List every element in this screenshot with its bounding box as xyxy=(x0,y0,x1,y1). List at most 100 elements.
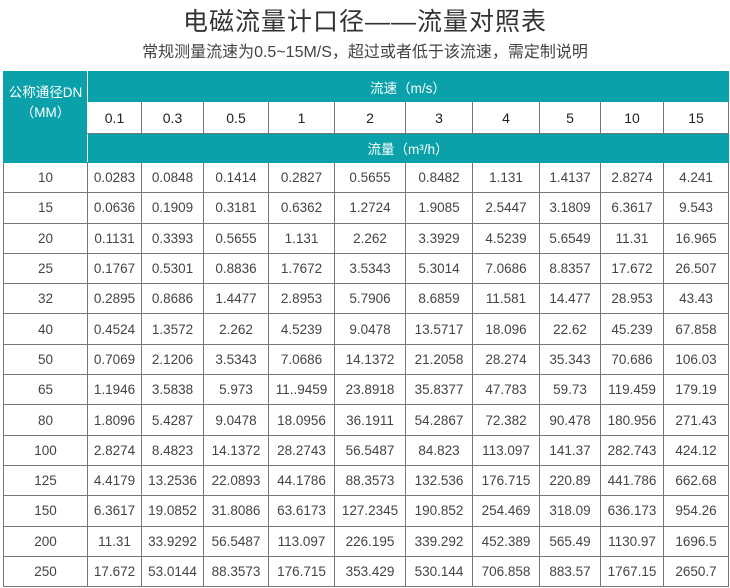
flow-cell: 662.68 xyxy=(662,464,730,497)
flow-cell: 4.4179 xyxy=(87,464,142,497)
flow-cell: 5.6549 xyxy=(539,222,601,254)
flow-cell: 0.0848 xyxy=(141,161,204,194)
flow-cell: 45.239 xyxy=(600,313,664,345)
flow-cell: 84.823 xyxy=(405,434,473,466)
flow-cell: 0.2895 xyxy=(87,283,142,315)
velocity-row: 0.1 0.3 0.5 1 2 3 4 5 10 15 xyxy=(4,101,730,134)
flow-cell: 565.49 xyxy=(539,525,601,557)
flow-cell: 8.8357 xyxy=(539,252,601,285)
flow-cell: 7.0686 xyxy=(268,343,335,376)
flow-cell: 4.241 xyxy=(662,161,730,194)
flow-cell: 11..9459 xyxy=(268,374,335,406)
flow-cell: 282.743 xyxy=(600,434,664,466)
table-row: 200 11.31 33.9292 56.5487 113.097 226.195 339.… xyxy=(3,525,730,557)
flow-cell: 9.0478 xyxy=(334,313,406,345)
flow-cell: 14.1372 xyxy=(334,343,406,376)
flow-cell: 17.672 xyxy=(87,555,142,588)
flow-cell: 176.715 xyxy=(268,555,335,588)
flow-cell: 2.5447 xyxy=(472,192,540,224)
dn-cell: 65 xyxy=(3,374,88,406)
flow-cell: 47.783 xyxy=(472,374,540,406)
dn-cell: 150 xyxy=(3,495,88,527)
flow-cell: 1.8096 xyxy=(87,404,142,436)
flow-cell: 67.858 xyxy=(662,313,730,345)
flow-cell: 106.03 xyxy=(662,343,730,376)
flow-cell: 179.19 xyxy=(662,374,730,406)
flow-cell: 43.43 xyxy=(662,283,730,315)
velocity-cell: 4 xyxy=(472,101,540,134)
flow-cell: 0.8482 xyxy=(405,161,473,194)
flow-cell: 530.144 xyxy=(405,555,473,588)
flow-cell: 14.1372 xyxy=(203,434,269,466)
dn-header: 公称通径DN （MM） xyxy=(3,71,88,134)
flow-cell: 8.6859 xyxy=(405,283,473,315)
dn-header-label: 公称通径DN xyxy=(8,84,83,100)
table-row: 15 0.0636 0.1909 0.3181 0.6362 1.2724 1.9085 2.… xyxy=(3,192,730,224)
flow-cell: 0.8836 xyxy=(203,252,269,285)
flow-cell: 0.6362 xyxy=(268,192,335,224)
flow-cell: 11.31 xyxy=(600,222,664,254)
table-row: 125 4.4179 13.2536 22.0893 44.1786 88.3573 132… xyxy=(3,464,730,497)
flow-cell: 271.43 xyxy=(662,404,730,436)
flow-cell: 23.8918 xyxy=(334,374,406,406)
flow-cell: 31.8086 xyxy=(203,495,269,527)
table-row: 65 1.1946 3.5838 5.973 11..9459 23.8918 35.837… xyxy=(3,374,730,406)
flow-table: 公称通径DN （MM） 流速（m/s） 0.1 0.3 0.5 1 2 3 4 5 10 15 流… xyxy=(3,71,730,588)
flow-cell: 72.382 xyxy=(472,404,540,436)
flow-cell: 11.581 xyxy=(472,283,540,315)
flow-cell: 5.4287 xyxy=(141,404,204,436)
flow-cell: 63.6173 xyxy=(268,495,335,527)
flow-cell: 2.8274 xyxy=(87,434,142,466)
flow-cell: 5.7906 xyxy=(334,283,406,315)
flow-cell: 88.3573 xyxy=(334,464,406,497)
flow-cell: 26.507 xyxy=(662,252,730,285)
velocity-cell: 5 xyxy=(539,101,601,134)
dn-cell: 15 xyxy=(3,192,88,224)
flow-cell: 0.4524 xyxy=(87,313,142,345)
dn-cell: 250 xyxy=(3,555,88,588)
velocity-cell: 2 xyxy=(334,101,406,134)
table-row: 250 17.672 53.0144 88.3573 176.715 353.429 530… xyxy=(3,555,730,588)
flow-cell: 17.672 xyxy=(600,252,664,285)
flow-cell: 3.5838 xyxy=(141,374,204,406)
table-row: 100 2.8274 8.4823 14.1372 28.2743 56.5487 84.8… xyxy=(3,434,730,466)
flow-cell: 636.173 xyxy=(600,495,664,527)
dn-cell: 100 xyxy=(3,434,88,466)
flow-cell: 2650.7 xyxy=(662,555,730,588)
dn-cell: 50 xyxy=(3,343,88,376)
flow-cell: 353.429 xyxy=(334,555,406,588)
flow-cell: 113.097 xyxy=(472,434,540,466)
flow-cell: 3.5343 xyxy=(203,343,269,376)
table-row: 10 0.0283 0.0848 0.1414 0.2827 0.5655 0.8482 1.… xyxy=(3,161,730,194)
flow-cell: 0.5655 xyxy=(334,161,406,194)
flow-cell: 1.9085 xyxy=(405,192,473,224)
flow-cell: 2.262 xyxy=(203,313,269,345)
velocity-header: 流速（m/s） xyxy=(86,71,730,102)
flow-cell: 132.536 xyxy=(405,464,473,497)
flow-cell: 54.2867 xyxy=(405,404,473,436)
table-row: 150 6.3617 19.0852 31.8086 63.6173 127.2345 19… xyxy=(3,495,730,527)
table-row: 32 0.2895 0.8686 1.4477 2.8953 5.7906 8.6859 11… xyxy=(3,283,730,315)
flow-cell: 16.965 xyxy=(662,222,730,254)
flow-cell: 0.2827 xyxy=(268,161,335,194)
flow-cell: 19.0852 xyxy=(141,495,204,527)
velocity-cell: 0.1 xyxy=(87,101,142,134)
velocity-cell: 3 xyxy=(405,101,473,134)
flow-cell: 7.0686 xyxy=(472,252,540,285)
flow-cell: 36.1911 xyxy=(334,404,406,436)
flow-cell: 6.3617 xyxy=(600,192,664,224)
flow-cell: 35.8377 xyxy=(405,374,473,406)
flow-cell: 0.8686 xyxy=(141,283,204,315)
dn-cell: 40 xyxy=(3,313,88,345)
flow-cell: 318.09 xyxy=(539,495,601,527)
dn-cell: 125 xyxy=(3,464,88,497)
dn-cell: 20 xyxy=(3,222,88,254)
table-row: 25 0.1767 0.5301 0.8836 1.7672 3.5343 5.3014 7.… xyxy=(3,252,730,285)
flow-cell: 21.2058 xyxy=(405,343,473,376)
flow-cell: 3.5343 xyxy=(334,252,406,285)
flow-cell: 0.1909 xyxy=(141,192,204,224)
flow-cell: 1.131 xyxy=(268,222,335,254)
flow-cell: 6.3617 xyxy=(87,495,142,527)
flow-cell: 22.0893 xyxy=(203,464,269,497)
flow-cell: 70.686 xyxy=(600,343,664,376)
